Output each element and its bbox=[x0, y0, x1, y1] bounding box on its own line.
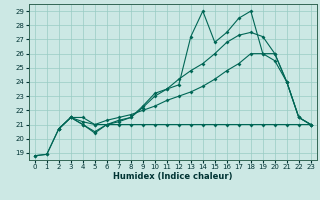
X-axis label: Humidex (Indice chaleur): Humidex (Indice chaleur) bbox=[113, 172, 233, 181]
